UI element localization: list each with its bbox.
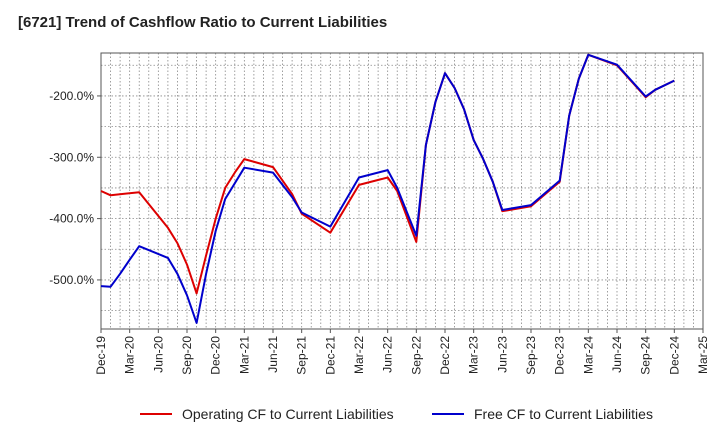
- y-tick-label: -300.0%: [49, 150, 94, 164]
- y-tick-label: -400.0%: [49, 212, 94, 226]
- chart-title: [6721] Trend of Cashflow Ratio to Curren…: [18, 14, 388, 31]
- x-tick-label: Sep-24: [639, 336, 653, 375]
- x-tick-label: Dec-24: [667, 336, 681, 375]
- gridlines: [100, 53, 704, 329]
- x-tick-label: Mar-22: [352, 336, 366, 374]
- plot-frame: [100, 52, 704, 330]
- x-tick-label: Jun-22: [381, 336, 395, 373]
- x-tick-label: Sep-21: [295, 336, 309, 375]
- axes: -500.0% -400.0% -300.0% -200.0% Dec-19 Mar-20…: [49, 52, 710, 375]
- x-tick-label: Jun-20: [151, 336, 165, 373]
- series-lines: [100, 53, 675, 324]
- x-tick-label: Jun-21: [266, 336, 280, 373]
- x-tick-label: Mar-25: [696, 336, 710, 374]
- x-tick-label: Sep-23: [524, 336, 538, 375]
- series-line-operating-cf: [100, 53, 675, 295]
- x-tick-label: Dec-20: [209, 336, 223, 375]
- series-line-free-cf: [100, 53, 675, 324]
- x-tick-label: Sep-20: [180, 336, 194, 375]
- x-tick-label: Jun-24: [610, 336, 624, 373]
- x-tick-label: Jun-23: [495, 336, 509, 373]
- x-tick-label: Dec-23: [553, 336, 567, 375]
- legend: Operating CF to Current Liabilities Free …: [140, 406, 653, 422]
- x-tick-label: Dec-19: [94, 336, 108, 375]
- x-tick-label: Sep-22: [409, 336, 423, 375]
- legend-label: Free CF to Current Liabilities: [474, 406, 653, 422]
- x-tick-label: Mar-23: [467, 336, 481, 374]
- x-tick-label: Mar-21: [237, 336, 251, 374]
- x-tick-label: Dec-21: [323, 336, 337, 375]
- legend-label: Operating CF to Current Liabilities: [182, 406, 394, 422]
- x-tick-label: Mar-20: [123, 336, 137, 374]
- y-tick-label: -200.0%: [49, 89, 94, 103]
- x-tick-label: Mar-24: [581, 336, 595, 374]
- y-tick-label: -500.0%: [49, 273, 94, 287]
- x-tick-label: Dec-22: [438, 336, 452, 375]
